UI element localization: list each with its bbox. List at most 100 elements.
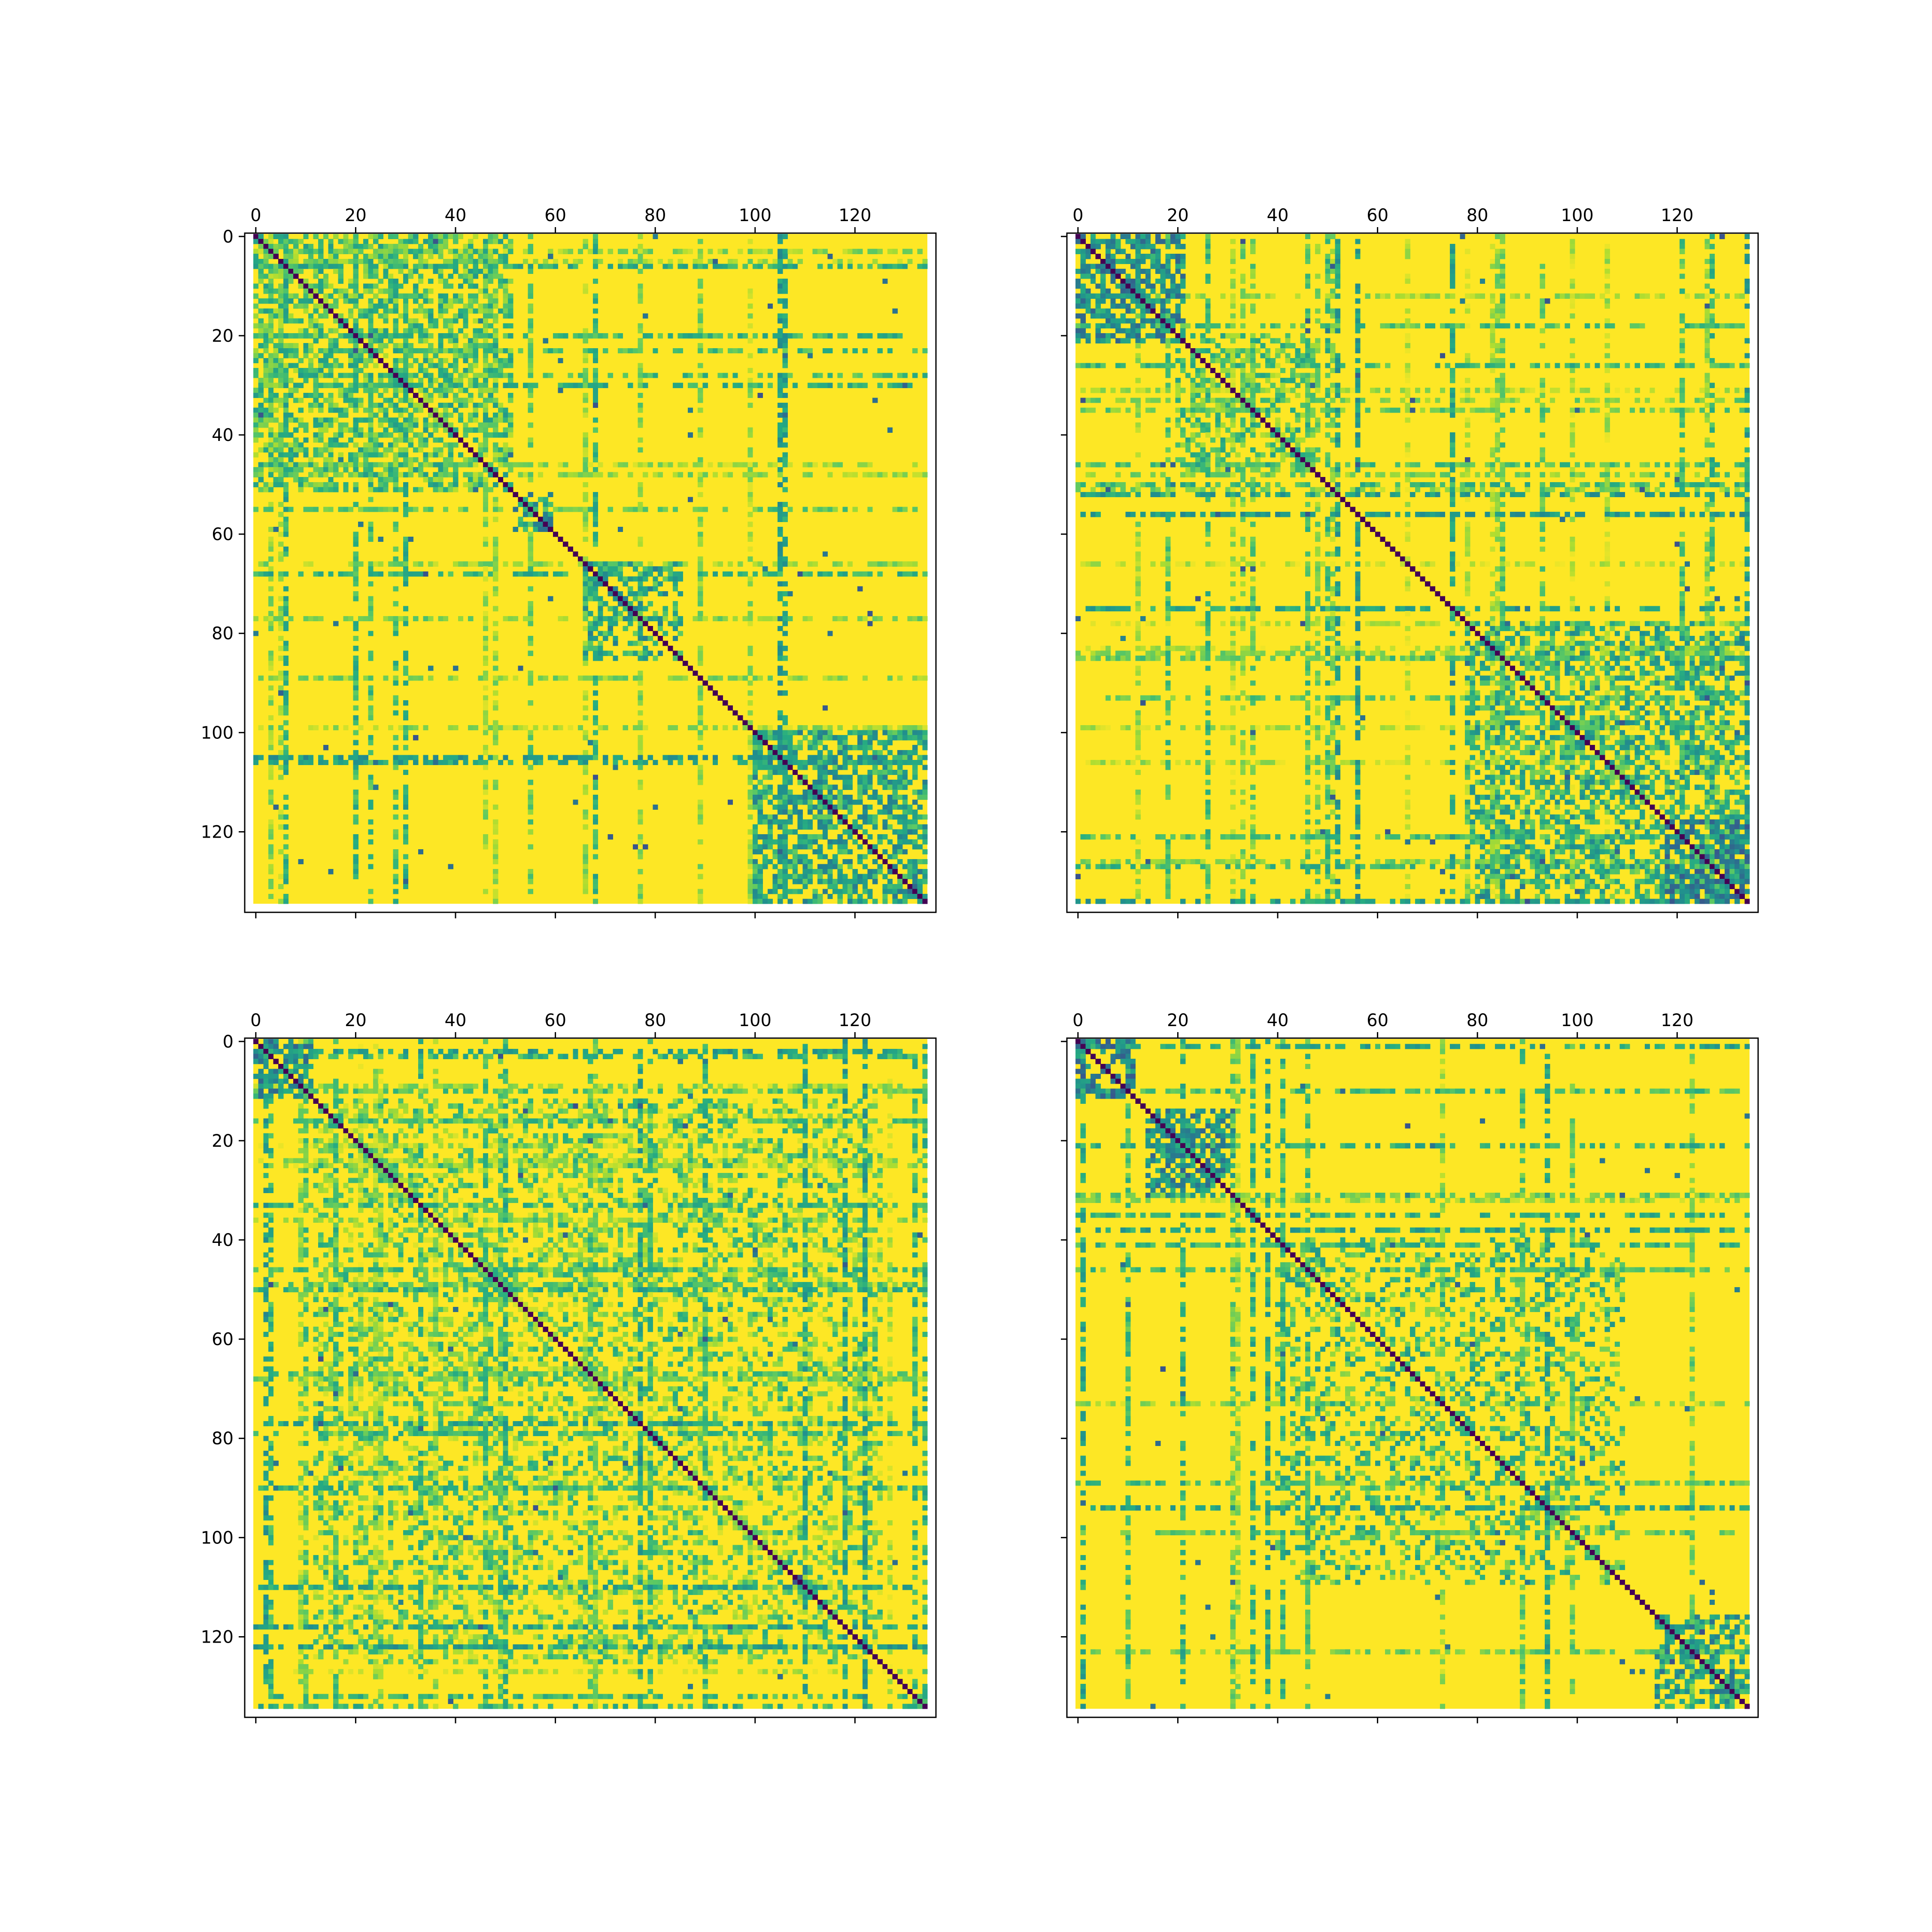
heatmap-cell [293, 428, 298, 433]
heatmap-cell [638, 636, 643, 641]
heatmap-cell [848, 799, 853, 805]
heatmap-cell [893, 780, 898, 785]
heatmap-cell [613, 591, 618, 596]
heatmap-cell [393, 571, 398, 577]
heatmap-cell [483, 780, 488, 785]
heatmap-cell [468, 308, 473, 313]
heatmap-cell [468, 383, 473, 388]
heatmap-cell [443, 308, 448, 313]
heatmap-cell [268, 626, 273, 631]
heatmap-cell [328, 447, 333, 453]
heatmap-cell [418, 407, 423, 413]
heatmap-cell [483, 323, 488, 328]
heatmap-cell [383, 482, 388, 487]
heatmap-cell [458, 398, 463, 403]
heatmap-cell [1540, 279, 1545, 284]
heatmap-cell [283, 750, 289, 755]
heatmap-cell [318, 482, 323, 487]
heatmap-cell [867, 795, 872, 800]
heatmap-cell [403, 457, 408, 462]
heatmap-cell [623, 606, 628, 611]
heatmap-cell [558, 358, 563, 363]
heatmap-cell [368, 606, 373, 611]
heatmap-cell [508, 294, 513, 299]
heatmap-cell [1136, 269, 1141, 274]
heatmap-cell [1125, 254, 1130, 259]
heatmap-cell [343, 239, 348, 244]
heatmap-cell [303, 333, 308, 338]
heatmap-cell [738, 348, 743, 353]
heatmap-cell [483, 730, 488, 735]
heatmap-cell [483, 750, 488, 755]
heatmap-cell [318, 437, 323, 443]
heatmap-cell [298, 333, 304, 338]
heatmap-cell [373, 507, 378, 512]
heatmap-cell [658, 621, 663, 626]
heatmap-cell [1205, 273, 1210, 279]
heatmap-cell [638, 725, 643, 730]
heatmap-cell [368, 839, 373, 844]
heatmap-cell [778, 730, 783, 735]
heatmap-cell [838, 571, 843, 577]
heatmap-cell [1115, 284, 1121, 289]
heatmap-cell [283, 442, 289, 447]
heatmap-cell [333, 304, 338, 309]
heatmap-cell [857, 824, 863, 829]
heatmap-cell [268, 651, 273, 656]
heatmap-cell [838, 820, 843, 825]
heatmap-cell [623, 249, 628, 254]
heatmap-cell [473, 318, 478, 323]
heatmap-cell [483, 686, 488, 691]
heatmap-cell [408, 403, 413, 408]
heatmap-cell [673, 472, 678, 477]
heatmap-cell [328, 383, 333, 388]
heatmap-cell [817, 874, 823, 879]
heatmap-cell [303, 328, 308, 334]
heatmap-cell [523, 760, 528, 765]
heatmap-cell [783, 234, 788, 239]
heatmap-cell [478, 373, 483, 378]
heatmap-cell [403, 393, 408, 398]
heatmap-cell [1176, 234, 1181, 239]
heatmap-cell [613, 566, 618, 571]
heatmap-cell [368, 388, 373, 393]
heatmap-cell [493, 313, 498, 319]
heatmap-cell [253, 254, 258, 259]
heatmap-cell [428, 616, 433, 621]
heatmap-cell [468, 378, 473, 383]
heatmap-cell [428, 393, 433, 398]
heatmap-cell [393, 422, 398, 428]
heatmap-cell [758, 780, 763, 785]
heatmap-cell [303, 259, 308, 264]
heatmap-cell [882, 373, 887, 378]
heatmap-cell [698, 264, 703, 269]
heatmap-cell [703, 680, 708, 686]
heatmap-cell [483, 422, 488, 428]
heatmap-cell [598, 606, 603, 611]
heatmap-cell [558, 462, 563, 468]
heatmap-cell [278, 556, 283, 562]
heatmap-cell [383, 398, 388, 403]
heatmap-cell [398, 407, 403, 413]
heatmap-cell [1450, 254, 1455, 259]
heatmap-cell [508, 413, 513, 418]
heatmap-cell [698, 348, 703, 353]
heatmap-cell [533, 725, 538, 730]
heatmap-cell [628, 383, 633, 388]
heatmap-cell [867, 820, 872, 825]
heatmap-cell [853, 765, 858, 770]
heatmap-cell [758, 814, 763, 820]
heatmap-cell [483, 502, 488, 507]
heatmap-cell [863, 571, 868, 577]
heatmap-cell [258, 273, 264, 279]
heatmap-cell [403, 571, 408, 577]
heatmap-cell [793, 264, 798, 269]
heatmap-cell [408, 294, 413, 299]
heatmap-cell [768, 844, 773, 849]
heatmap-cell [443, 428, 448, 433]
heatmap-cell [1165, 289, 1170, 294]
heatmap-cell [363, 457, 368, 462]
heatmap-cell [783, 333, 788, 338]
heatmap-cell [348, 333, 353, 338]
heatmap-cell [778, 626, 783, 631]
